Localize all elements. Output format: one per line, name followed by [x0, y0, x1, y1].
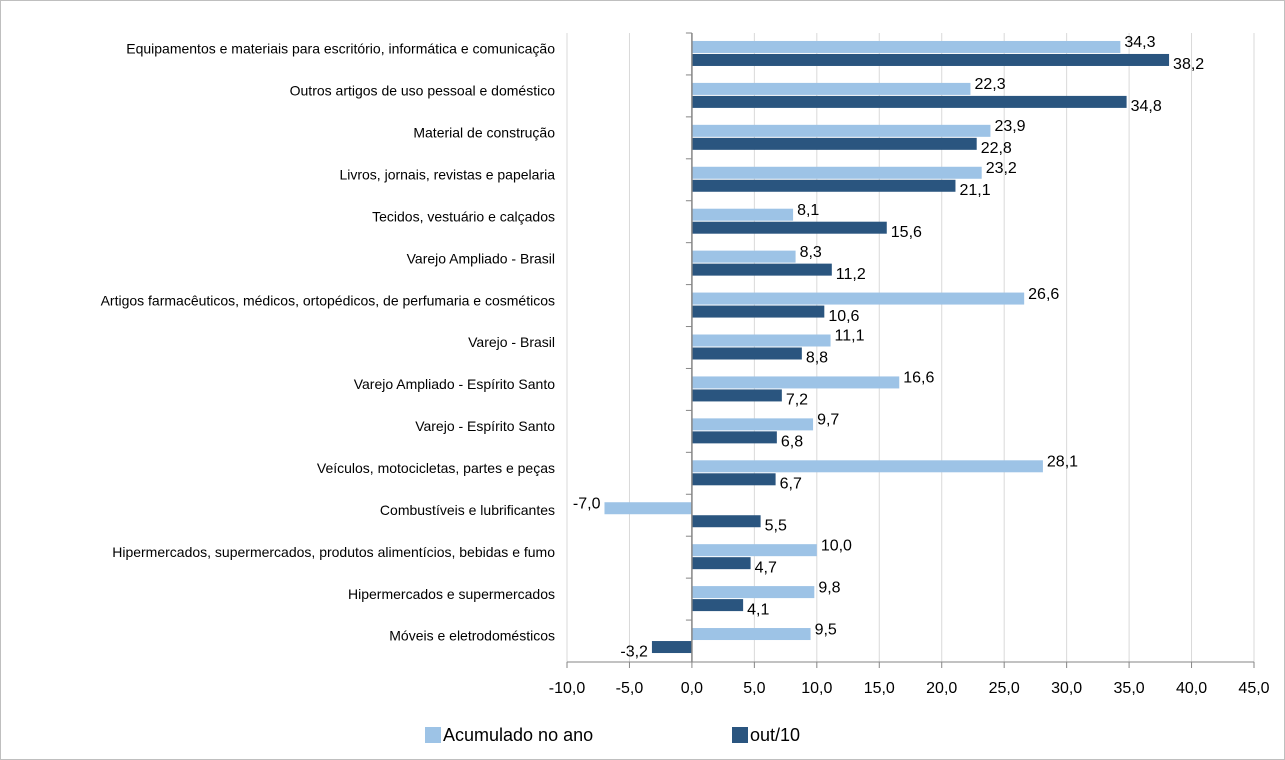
category-label: Hipermercados, supermercados, produtos a…	[112, 544, 555, 560]
value-label: 11,1	[835, 328, 865, 345]
bar	[691, 166, 982, 179]
bar	[691, 347, 802, 360]
bar	[691, 40, 1121, 53]
legend-label: Acumulado no ano	[443, 725, 593, 745]
category-label: Material de construção	[413, 125, 555, 141]
x-tick-label: 15,0	[864, 680, 895, 697]
bar	[691, 515, 761, 528]
value-label: 28,1	[1047, 454, 1078, 471]
x-tick-label: 30,0	[1051, 680, 1082, 697]
value-label: 22,3	[974, 76, 1005, 93]
bar	[691, 389, 782, 402]
value-label: 21,1	[959, 182, 990, 199]
bar	[691, 557, 751, 570]
value-label: 16,6	[903, 370, 934, 387]
bar	[604, 502, 692, 515]
value-label: -7,0	[573, 495, 601, 512]
value-label: -3,2	[620, 643, 648, 660]
bar	[691, 305, 825, 318]
category-label: Outros artigos de uso pessoal e doméstic…	[290, 83, 556, 99]
bar	[691, 250, 796, 263]
bar	[691, 431, 777, 444]
category-label: Hipermercados e supermercados	[348, 586, 555, 602]
bar	[691, 586, 815, 599]
bar	[691, 82, 971, 95]
category-label: Livros, jornais, revistas e papelaria	[339, 166, 555, 182]
value-label: 9,7	[817, 412, 839, 429]
category-label: Móveis e eletrodomésticos	[389, 628, 555, 644]
category-label: Varejo - Espírito Santo	[415, 418, 555, 434]
value-label: 9,8	[818, 579, 840, 596]
value-label: 10,0	[821, 537, 852, 554]
bar	[651, 641, 692, 654]
bar	[691, 137, 977, 150]
value-label: 15,6	[891, 224, 922, 241]
x-tick-label: 35,0	[1114, 680, 1145, 697]
value-label: 34,3	[1124, 34, 1155, 51]
value-label: 4,7	[755, 559, 777, 576]
bar	[691, 179, 956, 192]
bar	[691, 221, 887, 234]
x-tick-label: -5,0	[616, 680, 644, 697]
value-label: 5,5	[765, 517, 787, 534]
category-label: Varejo - Brasil	[468, 334, 555, 350]
value-label: 7,2	[786, 392, 808, 409]
value-label: 8,1	[797, 202, 819, 219]
value-label: 6,8	[781, 434, 803, 451]
value-label: 26,6	[1028, 286, 1059, 303]
bar	[691, 473, 776, 486]
legend-swatch	[425, 727, 441, 743]
bar	[691, 418, 814, 431]
bar	[691, 95, 1127, 108]
category-label: Varejo Ampliado - Brasil	[407, 250, 555, 266]
category-label: Artigos farmacêuticos, médicos, ortopédi…	[101, 292, 555, 308]
category-label: Veículos, motocicletas, partes e peças	[317, 460, 555, 476]
bar	[691, 460, 1043, 473]
x-tick-label: 40,0	[1176, 680, 1207, 697]
bar	[691, 208, 794, 221]
legend-swatch	[732, 727, 748, 743]
bar	[691, 544, 817, 557]
value-label: 23,2	[986, 160, 1017, 177]
bar	[691, 599, 744, 612]
value-label: 38,2	[1173, 56, 1204, 73]
x-tick-label: -10,0	[549, 680, 586, 697]
value-label: 8,3	[800, 244, 822, 261]
x-tick-label: 25,0	[989, 680, 1020, 697]
x-tick-label: 10,0	[801, 680, 832, 697]
category-label: Tecidos, vestuário e calçados	[372, 208, 555, 224]
bar	[691, 53, 1170, 66]
value-label: 22,8	[981, 140, 1012, 157]
category-label: Combustíveis e lubrificantes	[380, 502, 555, 518]
x-tick-label: 45,0	[1238, 680, 1269, 697]
bar	[691, 124, 991, 137]
bar	[691, 292, 1025, 305]
x-tick-label: 5,0	[743, 680, 765, 697]
category-label: Equipamentos e materiais para escritório…	[126, 41, 555, 57]
bar	[691, 628, 811, 641]
bar	[691, 334, 831, 347]
value-label: 23,9	[994, 118, 1025, 135]
value-label: 9,5	[815, 621, 837, 638]
x-tick-label: 20,0	[926, 680, 957, 697]
value-label: 4,1	[747, 601, 769, 618]
value-label: 10,6	[828, 308, 859, 325]
legend-label: out/10	[750, 725, 800, 745]
bar	[691, 263, 832, 276]
bar	[691, 376, 900, 389]
value-label: 8,8	[806, 350, 828, 367]
category-label: Varejo Ampliado - Espírito Santo	[354, 376, 556, 392]
value-label: 34,8	[1131, 98, 1162, 115]
x-tick-label: 0,0	[681, 680, 703, 697]
value-label: 11,2	[836, 266, 866, 283]
value-label: 6,7	[780, 476, 802, 493]
